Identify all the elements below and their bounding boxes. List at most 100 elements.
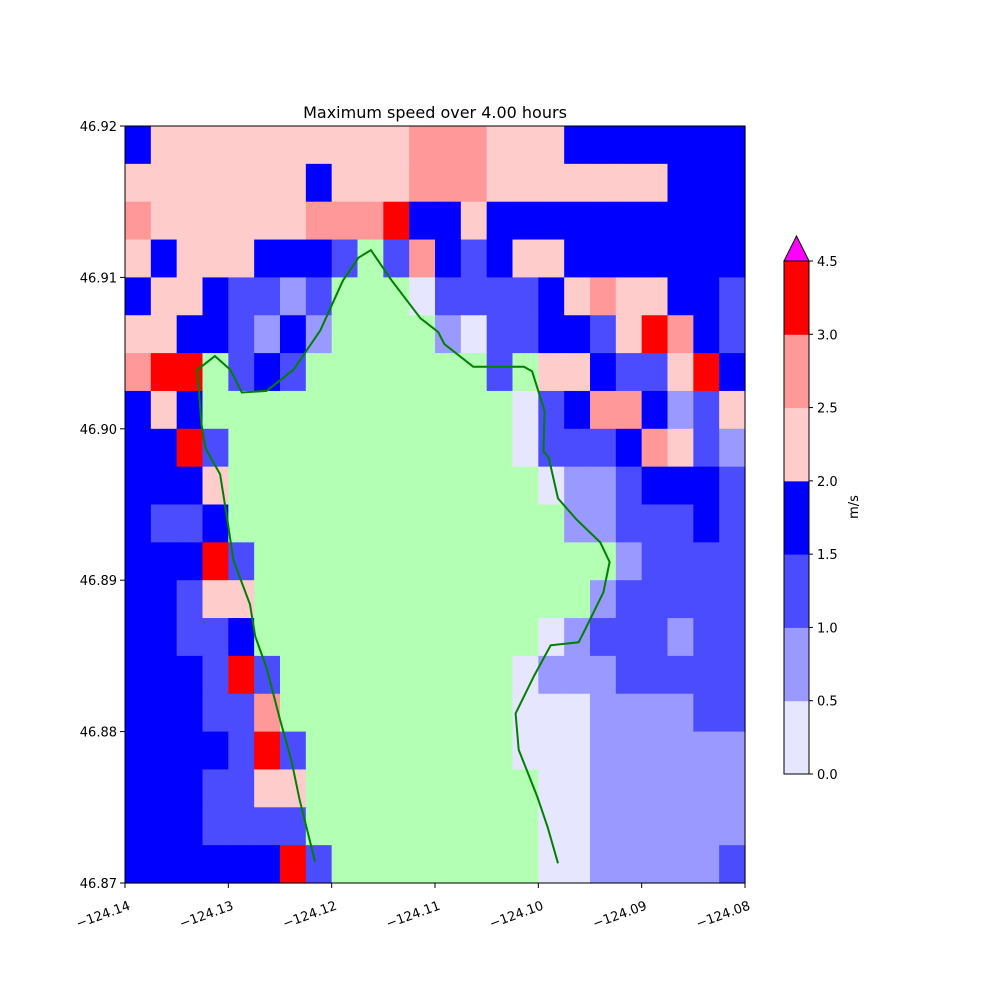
speed-cell (512, 163, 539, 203)
speed-cell (564, 163, 591, 203)
speed-cell (693, 807, 720, 846)
land-cell (512, 542, 539, 581)
speed-cell (641, 618, 669, 657)
speed-cell (667, 428, 694, 468)
speed-cell (176, 466, 204, 506)
speed-cell (150, 845, 178, 884)
land-cell (460, 845, 488, 884)
land-cell (331, 542, 359, 581)
speed-cell (176, 693, 204, 733)
y-tick-label: 46.90 (80, 423, 117, 438)
speed-cell (228, 163, 255, 203)
speed-cell (615, 655, 643, 695)
speed-cell (564, 693, 591, 733)
speed-cell (615, 315, 643, 354)
speed-cell (202, 580, 229, 619)
land-cell (512, 618, 539, 657)
land-cell (280, 693, 307, 733)
speed-cell (564, 845, 591, 884)
speed-cell (228, 618, 255, 657)
land-cell (331, 428, 359, 468)
speed-cell (538, 693, 565, 733)
speed-cell (615, 693, 643, 733)
land-cell (486, 769, 514, 808)
land-cell (280, 618, 307, 657)
speed-cell (228, 655, 255, 695)
speed-cell (486, 201, 514, 241)
x-tick-label: −124.09 (591, 899, 649, 932)
speed-cell (719, 239, 746, 278)
speed-cell (150, 428, 178, 468)
land-cell (460, 769, 488, 808)
land-cell (357, 731, 384, 771)
speed-cell (280, 315, 307, 354)
speed-cell (357, 201, 384, 241)
speed-cell (693, 277, 720, 316)
speed-cell (228, 769, 255, 808)
speed-cell (460, 315, 488, 354)
colorbar-tick-label: 3.0 (817, 328, 838, 343)
land-cell (409, 428, 436, 468)
speed-cell (667, 353, 694, 392)
speed-cell (667, 466, 694, 506)
speed-cell (564, 655, 591, 695)
land-cell (435, 428, 462, 468)
land-cell (383, 353, 410, 392)
speed-cell (641, 201, 669, 241)
speed-cell (228, 201, 255, 241)
land-cell (331, 769, 359, 808)
land-cell (460, 693, 488, 733)
speed-cell (254, 845, 281, 884)
speed-cell (615, 201, 643, 241)
speed-cell (331, 126, 359, 165)
speed-cell (176, 277, 204, 316)
speed-cell (305, 845, 333, 884)
land-cell (512, 466, 539, 506)
speed-cell (383, 163, 410, 203)
land-cell (486, 428, 514, 468)
x-tick-label: −124.08 (694, 899, 752, 932)
land-cell (486, 845, 514, 884)
land-cell (331, 504, 359, 543)
land-cell (409, 807, 436, 846)
speed-cell (590, 655, 617, 695)
land-cell (538, 504, 565, 543)
speed-cell (460, 239, 488, 278)
coastline (196, 248, 611, 864)
land-cell (331, 845, 359, 884)
land-cell (383, 693, 410, 733)
speed-cell (150, 315, 178, 354)
speed-cell (719, 845, 746, 884)
speed-cell (719, 769, 746, 808)
land-cell (460, 655, 488, 695)
colorbar-tick-label: 0.5 (817, 695, 838, 710)
land-cell (331, 466, 359, 506)
speed-cell (202, 163, 229, 203)
land-cell (305, 428, 333, 468)
speed-cell (176, 731, 204, 771)
speed-cell (202, 807, 229, 846)
land-cell (435, 693, 462, 733)
land-cell (486, 618, 514, 657)
colorbar-label: m/s (847, 495, 862, 519)
speed-cell (590, 163, 617, 203)
speed-cell (202, 769, 229, 808)
speed-cell (486, 126, 514, 165)
land-cell (305, 731, 333, 771)
y-axis: 46.92 46.91 46.90 46.89 46.88 46.87 (80, 120, 125, 892)
speed-cell (435, 163, 462, 203)
land-cell (460, 428, 488, 468)
land-cell (538, 542, 565, 581)
speed-cell (125, 353, 152, 392)
speed-cell (460, 126, 488, 165)
speed-cell (590, 618, 617, 657)
land-cell (254, 390, 281, 430)
speed-cell (254, 655, 281, 695)
speed-cell (615, 618, 643, 657)
x-tick-label: −124.13 (178, 899, 236, 932)
speed-cell (125, 201, 152, 241)
land-cell (460, 542, 488, 581)
speed-cell (125, 769, 152, 808)
speed-cell (512, 731, 539, 771)
speed-cell (538, 618, 565, 657)
